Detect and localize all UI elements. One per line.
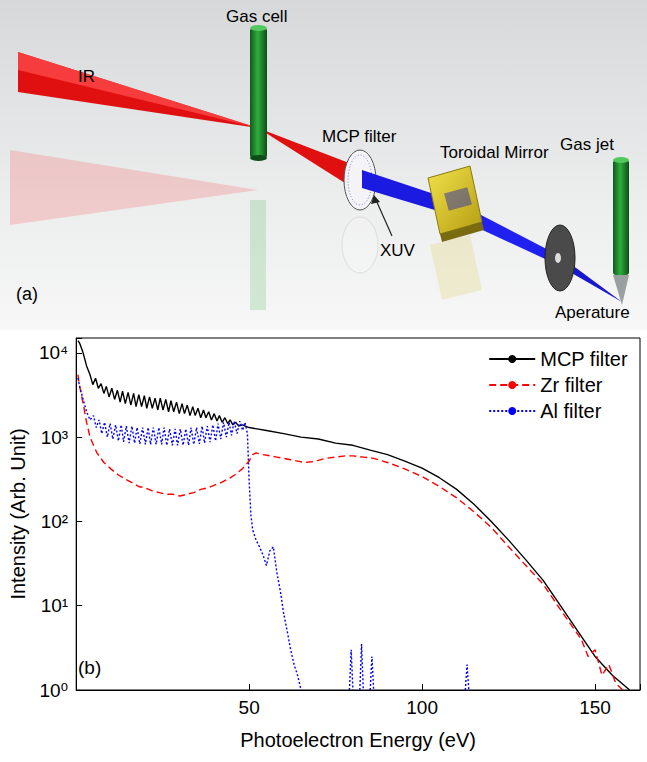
svg-text:10³: 10³ bbox=[41, 427, 68, 448]
svg-text:MCP filter: MCP filter bbox=[322, 127, 397, 146]
svg-text:Gas jet: Gas jet bbox=[560, 135, 614, 154]
svg-text:10⁴: 10⁴ bbox=[39, 342, 68, 363]
svg-text:10¹: 10¹ bbox=[41, 595, 68, 616]
svg-text:150: 150 bbox=[579, 697, 611, 718]
svg-text:MCP filter: MCP filter bbox=[540, 348, 628, 370]
svg-text:(b): (b) bbox=[78, 657, 101, 678]
svg-text:10²: 10² bbox=[41, 511, 68, 532]
svg-text:100: 100 bbox=[406, 697, 438, 718]
svg-text:Al filter: Al filter bbox=[540, 400, 601, 422]
svg-text:Intensity (Arb. Unit): Intensity (Arb. Unit) bbox=[7, 428, 29, 599]
svg-text:Zr filter: Zr filter bbox=[540, 374, 603, 396]
svg-text:IR: IR bbox=[78, 67, 95, 86]
svg-text:10⁰: 10⁰ bbox=[39, 680, 68, 701]
svg-text:Toroidal Mirror: Toroidal Mirror bbox=[440, 143, 549, 162]
svg-text:50: 50 bbox=[239, 697, 260, 718]
svg-text:(a): (a) bbox=[16, 284, 38, 304]
svg-text:Gas cell: Gas cell bbox=[226, 7, 287, 26]
svg-text:Photoelectron Energy (eV): Photoelectron Energy (eV) bbox=[240, 729, 476, 751]
svg-text:XUV: XUV bbox=[380, 241, 416, 260]
svg-text:Aperature: Aperature bbox=[555, 303, 630, 322]
